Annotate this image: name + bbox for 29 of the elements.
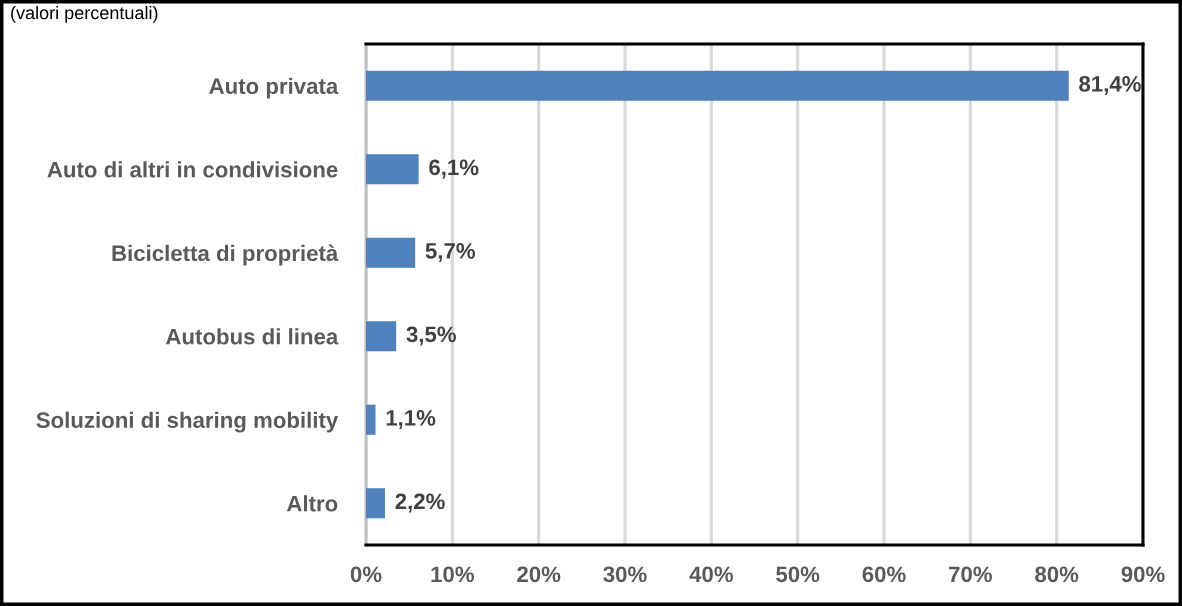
x-tick-label: 10% [431, 566, 474, 583]
x-tick-label: 60% [862, 566, 906, 583]
data-label: 1,1% [386, 410, 436, 429]
bar [366, 237, 416, 268]
x-tick-label: 30% [603, 566, 647, 583]
x-tick-label: 0% [350, 566, 382, 583]
x-tick-label: 20% [517, 566, 561, 583]
y-tick-label: Auto privata [209, 77, 339, 99]
bar [366, 154, 419, 185]
x-tick-label: 90% [1121, 566, 1165, 583]
x-tick-label: 50% [776, 566, 820, 583]
x-tick-label: 40% [689, 566, 733, 583]
bar [366, 404, 376, 435]
data-label: 3,5% [406, 326, 456, 346]
x-tick-label: 80% [1035, 566, 1079, 583]
data-label: 2,2% [395, 493, 445, 513]
y-tick-label: Autobus di linea [165, 328, 339, 345]
data-label: 6,1% [429, 159, 479, 179]
data-label: 5,7% [425, 243, 475, 262]
bar [366, 488, 385, 519]
y-tick-label: Auto di altri in condivisione [47, 161, 338, 178]
bar [366, 70, 1069, 101]
x-tick-label: 70% [949, 566, 992, 583]
bar [366, 321, 397, 352]
y-tick-label: Soluzioni di sharing mobility [36, 411, 339, 433]
y-tick-label: Altro [286, 495, 338, 512]
data-label: 81,4% [1079, 75, 1141, 95]
y-tick-label: Bicicletta di proprietà [112, 244, 339, 266]
text: (valori percentuali) [11, 6, 158, 23]
